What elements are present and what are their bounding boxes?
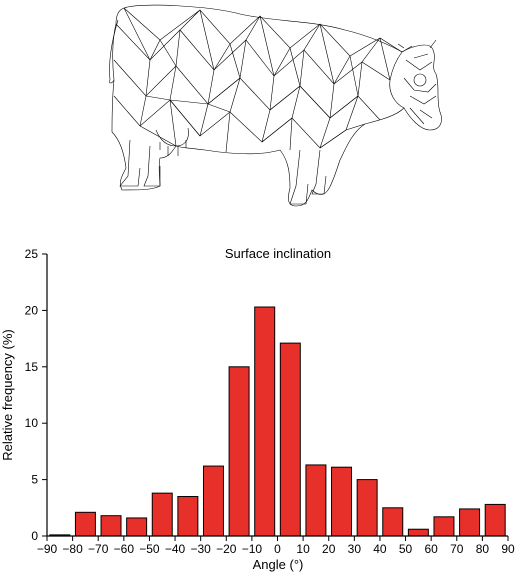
y-ticks: 0 5 10 15 20 25 [25, 247, 47, 543]
x-tick-label: −90 [37, 542, 58, 556]
cow-wireframe-icon [109, 4, 442, 207]
bar [74, 511, 96, 537]
y-tick-label: 25 [25, 247, 39, 261]
bar [459, 508, 481, 537]
x-tick-label: 60 [424, 542, 438, 556]
bar [202, 465, 224, 537]
bar [356, 479, 378, 537]
x-tick-label: −50 [139, 542, 160, 556]
bar [100, 515, 122, 537]
x-tick-label: 80 [476, 542, 490, 556]
chart-title: Surface inclination [225, 246, 331, 261]
y-axis-label: Relative frequency (%) [0, 329, 15, 461]
bar [254, 306, 276, 537]
y-tick-label: 0 [31, 529, 38, 543]
x-tick-label: −20 [216, 542, 237, 556]
x-tick-label: 70 [450, 542, 464, 556]
x-tick-label: −30 [190, 542, 211, 556]
y-tick-label: 15 [25, 360, 39, 374]
bar [305, 464, 327, 537]
x-axis-label: Angle (°) [253, 557, 304, 572]
y-tick-label: 20 [25, 303, 39, 317]
x-tick-label: 40 [373, 542, 387, 556]
x-tick-label: 50 [399, 542, 413, 556]
y-tick-label: 10 [25, 416, 39, 430]
x-tick-label: −60 [114, 542, 135, 556]
bar-chart: Surface inclination −90 −80 −70 −60 −50 −40 −3… [0, 246, 515, 572]
x-tick-label: −40 [165, 542, 186, 556]
bar [407, 528, 429, 537]
bar [433, 516, 455, 537]
axes [46, 254, 508, 537]
bar [382, 507, 404, 537]
bar [228, 366, 250, 537]
x-tick-label: 30 [348, 542, 362, 556]
bar [177, 496, 199, 537]
bar [151, 492, 173, 537]
x-ticks: −90 −80 −70 −60 −50 −40 −30 −20 −10 0 10 20 30 40 50 60… [37, 536, 515, 556]
x-tick-label: 20 [322, 542, 336, 556]
y-tick-label: 5 [31, 473, 38, 487]
bar [279, 342, 301, 537]
x-tick-label: 10 [296, 542, 310, 556]
bar [484, 503, 506, 537]
bar [126, 517, 148, 537]
x-tick-label: 90 [501, 542, 515, 556]
x-tick-label: 0 [274, 542, 281, 556]
bars [49, 306, 506, 537]
x-tick-label: −10 [242, 542, 263, 556]
x-tick-label: −70 [88, 542, 109, 556]
x-tick-label: −80 [62, 542, 83, 556]
bar [331, 466, 353, 537]
